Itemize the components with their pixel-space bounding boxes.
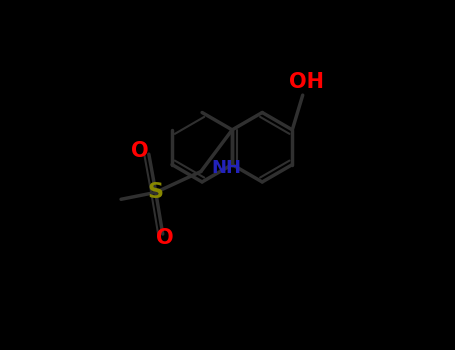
Text: OH: OH [288,72,324,92]
Text: NH: NH [211,159,241,177]
Text: O: O [131,141,149,161]
Text: O: O [156,228,173,247]
Text: S: S [148,182,164,202]
